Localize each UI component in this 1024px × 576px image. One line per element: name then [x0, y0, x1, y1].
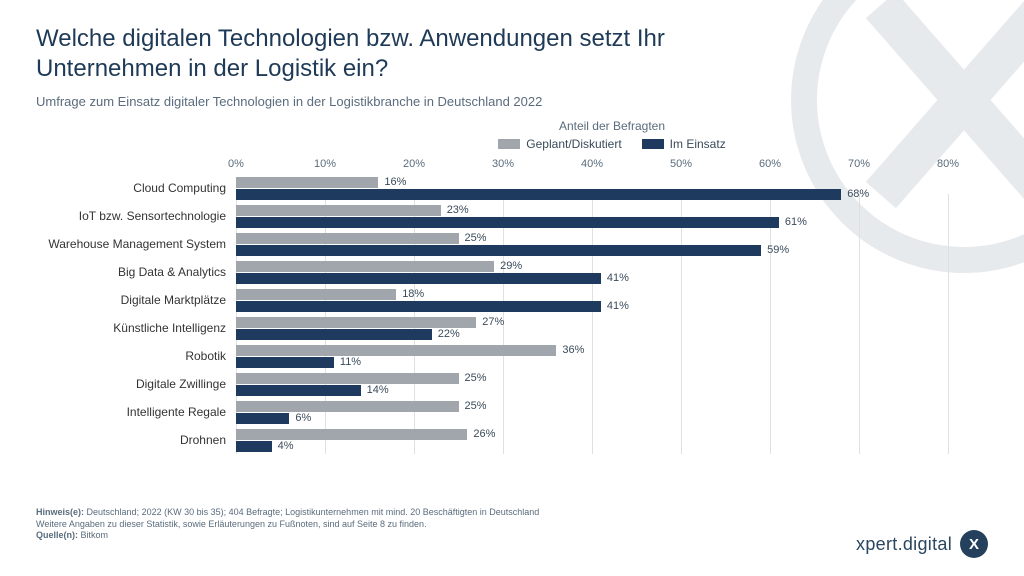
tick-label: 20%	[403, 158, 425, 170]
tick-label: 50%	[670, 158, 692, 170]
table-row: Cloud Computing16%68%	[236, 174, 948, 202]
chart-rows: Cloud Computing16%68%IoT bzw. Sensortech…	[236, 174, 948, 454]
source-label: Quelle(n):	[36, 530, 78, 540]
bar-value-label: 23%	[447, 204, 469, 216]
category-label: Drohnen	[36, 426, 236, 454]
category-label: Digitale Zwillinge	[36, 370, 236, 398]
category-label: Cloud Computing	[36, 174, 236, 202]
bar-value-label: 11%	[340, 356, 361, 368]
chart-subtitle: Umfrage zum Einsatz digitaler Technologi…	[36, 94, 988, 109]
bar-value-label: 6%	[295, 412, 311, 424]
bar-value-label: 14%	[367, 384, 389, 396]
bar-value-label: 61%	[785, 216, 807, 228]
bar-value-label: 22%	[438, 328, 460, 340]
bar: 59%	[236, 245, 761, 256]
bar-value-label: 25%	[465, 400, 487, 412]
bar: 61%	[236, 217, 779, 228]
category-label: Künstliche Intelligenz	[36, 314, 236, 342]
footnotes: Hinweis(e): Deutschland; 2022 (KW 30 bis…	[36, 507, 988, 542]
legend-swatch	[498, 139, 520, 149]
brand: xpert.digital X	[856, 530, 988, 558]
bar: 6%	[236, 413, 289, 424]
legend-label: Geplant/Diskutiert	[526, 137, 621, 151]
table-row: Intelligente Regale25%6%	[236, 398, 948, 426]
legend-swatch	[642, 139, 664, 149]
category-label: Robotik	[36, 342, 236, 370]
bar: 11%	[236, 357, 334, 368]
bar: 25%	[236, 373, 459, 384]
tick-label: 60%	[759, 158, 781, 170]
table-row: IoT bzw. Sensortechnologie23%61%	[236, 202, 948, 230]
bar: 23%	[236, 205, 441, 216]
category-label: Digitale Marktplätze	[36, 286, 236, 314]
bar-value-label: 41%	[607, 272, 629, 284]
brand-text: xpert.digital	[856, 534, 952, 555]
hint-text-2: Weitere Angaben zu dieser Statistik, sow…	[36, 519, 988, 531]
bar-value-label: 18%	[402, 288, 424, 300]
category-label: IoT bzw. Sensortechnologie	[36, 202, 236, 230]
tick-label: 40%	[581, 158, 603, 170]
bar-value-label: 41%	[607, 300, 629, 312]
bar-value-label: 26%	[473, 428, 495, 440]
legend-item: Im Einsatz	[642, 137, 726, 151]
bar: 26%	[236, 429, 467, 440]
tick-label: 70%	[848, 158, 870, 170]
bar-value-label: 59%	[767, 244, 789, 256]
chart-title: Welche digitalen Technologien bzw. Anwen…	[36, 24, 816, 84]
bar: 27%	[236, 317, 476, 328]
table-row: Künstliche Intelligenz27%22%	[236, 314, 948, 342]
chart-legend: Geplant/Diskutiert Im Einsatz	[236, 137, 988, 152]
bar: 41%	[236, 273, 601, 284]
bar-value-label: 4%	[278, 440, 294, 452]
bar-value-label: 29%	[500, 260, 522, 272]
bar: 14%	[236, 385, 361, 396]
category-label: Intelligente Regale	[36, 398, 236, 426]
source-text: Bitkom	[81, 530, 109, 540]
bar-value-label: 16%	[384, 176, 406, 188]
bar-value-label: 36%	[562, 344, 584, 356]
tick-label: 10%	[314, 158, 336, 170]
bar: 68%	[236, 189, 841, 200]
bar: 22%	[236, 329, 432, 340]
bar-value-label: 25%	[465, 372, 487, 384]
category-label: Big Data & Analytics	[36, 258, 236, 286]
bar: 41%	[236, 301, 601, 312]
table-row: Digitale Marktplätze18%41%	[236, 286, 948, 314]
tick-label: 80%	[937, 158, 959, 170]
bar-value-label: 27%	[482, 316, 504, 328]
bar-value-label: 25%	[465, 232, 487, 244]
x-axis-title: Anteil der Befragten	[236, 119, 988, 133]
hint-text-1: Deutschland; 2022 (KW 30 bis 35); 404 Be…	[87, 507, 540, 517]
table-row: Robotik36%11%	[236, 342, 948, 370]
bar: 36%	[236, 345, 556, 356]
bar-value-label: 68%	[847, 188, 869, 200]
bar: 29%	[236, 261, 494, 272]
hint-label: Hinweis(e):	[36, 507, 84, 517]
tick-label: 30%	[492, 158, 514, 170]
bar: 16%	[236, 177, 378, 188]
legend-label: Im Einsatz	[670, 137, 726, 151]
table-row: Drohnen26%4%	[236, 426, 948, 454]
table-row: Big Data & Analytics29%41%	[236, 258, 948, 286]
table-row: Warehouse Management System25%59%	[236, 230, 948, 258]
tick-label: 0%	[228, 158, 244, 170]
x-axis-ticks: 0%10%20%30%40%50%60%70%80%	[236, 158, 948, 174]
legend-item: Geplant/Diskutiert	[498, 137, 621, 151]
bar: 4%	[236, 441, 272, 452]
brand-badge-icon: X	[960, 530, 988, 558]
table-row: Digitale Zwillinge25%14%	[236, 370, 948, 398]
bar: 25%	[236, 401, 459, 412]
bar: 18%	[236, 289, 396, 300]
category-label: Warehouse Management System	[36, 230, 236, 258]
chart: Anteil der Befragten Geplant/Diskutiert I…	[36, 119, 988, 454]
bar: 25%	[236, 233, 459, 244]
